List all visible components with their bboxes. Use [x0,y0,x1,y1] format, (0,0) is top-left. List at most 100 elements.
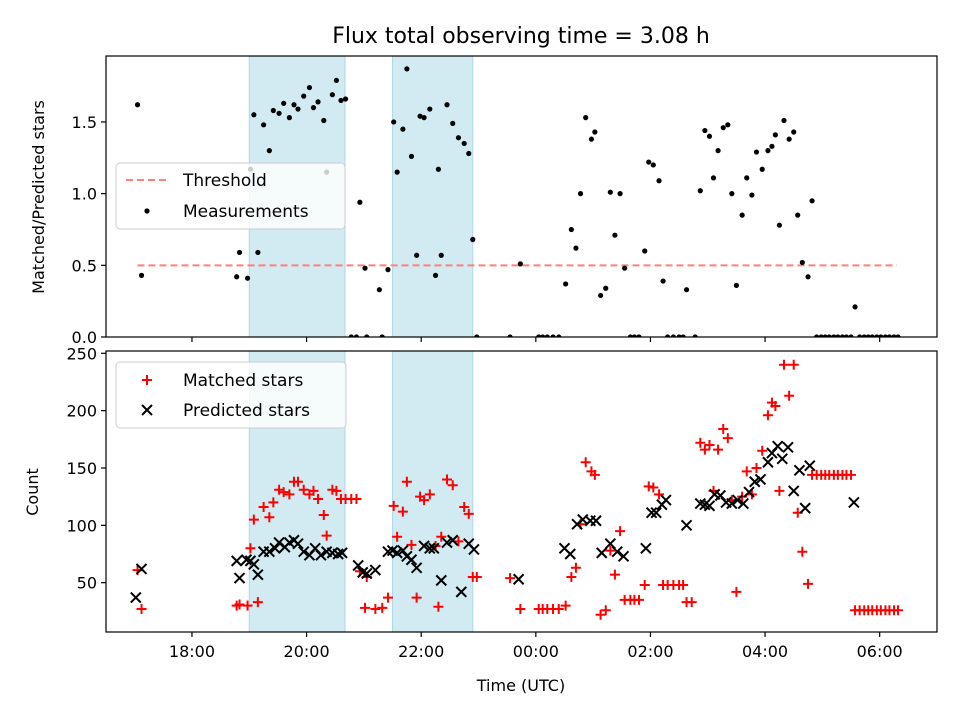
matched-star-point [893,605,904,616]
measurement-point [676,334,682,337]
matched-star-point [278,487,289,498]
measurement-point [461,140,467,147]
measurement-point [791,129,797,135]
measurement-point [769,143,775,149]
matched-star-point [401,476,412,487]
measurement-point [353,334,360,337]
matched-star-point [751,462,762,473]
measurement-point [733,282,740,288]
measurement-point [642,248,648,254]
matched-star-point [797,546,808,557]
measurement-point [588,136,595,142]
measurement-point [715,148,721,154]
matched-star-point [268,497,279,508]
measurement-point [310,105,317,111]
bottom-x-tick-label: 22:00 [398,642,444,661]
matched-star-point [762,410,773,421]
measurement-point [394,169,400,175]
measurement-point [776,222,782,228]
measurement-point [592,129,598,135]
measurement-point [848,334,854,337]
predicted-star-point [369,564,382,576]
matched-star-point [718,423,729,434]
measurement-point [603,285,609,291]
measurement-point [646,159,652,165]
predicted-star-point [776,453,788,465]
matched-star-point [463,508,474,519]
predicted-star-point [240,554,253,566]
matched-star-point [722,433,733,444]
measurement-point [295,106,301,112]
legend-matched-label: Matched stars [183,371,303,391]
matched-star-point [264,512,275,523]
measurement-point [435,166,441,172]
matched-star-point [388,500,399,511]
predicted-star-point [788,485,800,497]
measurement-point [697,188,703,194]
top-shaded-span [392,55,474,338]
matched-star-point [774,485,785,496]
predicted-star-point [640,542,652,554]
predicted-star-point [428,542,440,554]
measurement-point [281,100,287,106]
measurement-point [266,148,272,154]
measurement-point [417,113,423,119]
matched-star-point [447,480,458,491]
matched-star-point [377,602,388,613]
matched-star-point [580,457,591,468]
measurement-point [786,136,792,142]
predicted-star-point [731,494,744,506]
predicted-star-point [617,550,630,563]
measurement-point [739,212,745,218]
bottom-x-tick-label: 18:00 [169,642,215,661]
bottom-y-tick-label: 50 [77,574,97,593]
measurement-point [781,117,787,124]
measurement-point [315,99,321,105]
measurement-point [583,115,589,121]
bottom-points [130,359,904,620]
matched-star-point [252,597,263,608]
predicted-star-point [233,572,246,584]
matched-star-point [846,469,857,480]
predicted-star-point [410,562,423,574]
bottom-legend-box [115,361,347,429]
matched-star-point [505,573,516,584]
measurement-point [536,334,542,337]
predicted-star-point [455,586,468,598]
measurement-point [622,265,628,271]
matched-star-point [757,445,768,456]
predicted-star-point [230,555,243,567]
predicted-star-point [424,542,436,554]
measurement-point [882,334,889,337]
predicted-star-point [435,574,447,587]
measurement-point [765,148,771,154]
predicted-star-point [754,473,767,486]
top-y-tick-label: 0.5 [72,256,97,275]
measurement-point [563,281,569,287]
matched-star-point [515,604,526,615]
measurement-point [665,334,671,337]
measurement-point [568,226,574,233]
measurement-point [134,102,141,108]
measurement-point [329,92,335,98]
matched-star-point [605,545,616,556]
measurement-point [474,334,480,337]
measurement-point [408,153,415,159]
bottom-y-axis-label: Count [23,468,42,516]
measurement-point [809,198,815,204]
measurement-point [444,102,450,108]
measurement-point [400,126,406,132]
matched-star-point [553,604,564,615]
predicted-star-point [269,542,281,554]
matched-star-point [731,586,742,597]
matched-star-point [234,599,245,610]
measurement-point [706,133,713,139]
measurement-point [865,334,871,337]
legend-measurement-swatch [144,208,150,214]
matched-star-point [770,401,781,412]
measurement-point [826,334,832,337]
matched-star-point [436,531,447,542]
measurement-point [839,334,846,337]
measurement-point [286,115,292,121]
measurement-point [517,261,523,267]
